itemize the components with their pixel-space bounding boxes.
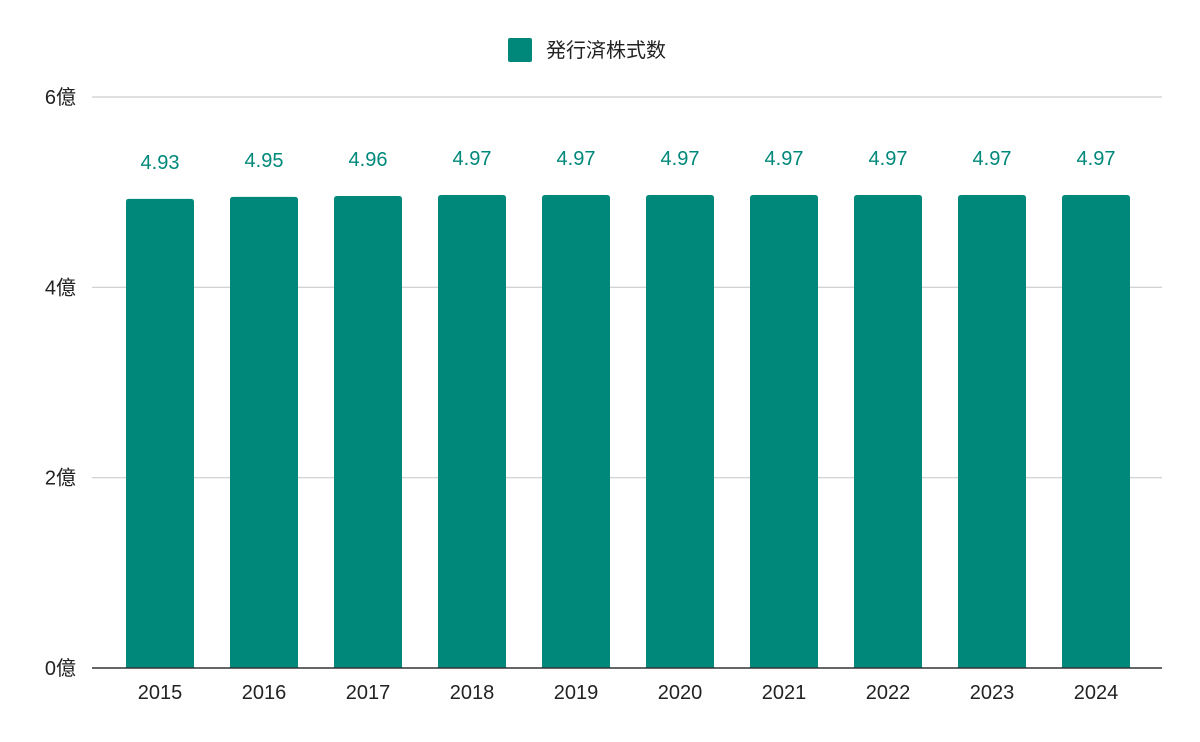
bar [230, 196, 298, 669]
y-tick-label: 6億 [45, 86, 76, 109]
bar [542, 195, 610, 668]
bar-value-label: 4.95 [245, 150, 284, 172]
legend: 発行済株式数 [508, 38, 666, 62]
x-tick-label: 2018 [450, 682, 495, 704]
bar [334, 195, 402, 668]
x-tick-label: 2015 [138, 682, 183, 704]
bar-value-label: 4.97 [765, 148, 804, 170]
bars [126, 195, 1130, 669]
x-tick-label: 2022 [866, 682, 911, 704]
bar [646, 195, 714, 668]
data-labels: 4.93 4.95 4.96 4.97 4.97 4.97 4.97 4.97 4.97 4.97 [141, 148, 1116, 174]
x-tick-label: 2019 [554, 682, 599, 704]
x-tick-label: 2017 [346, 682, 391, 704]
x-tick-label: 2024 [1074, 682, 1119, 704]
bar [126, 198, 194, 668]
bar-value-label: 4.97 [869, 148, 908, 170]
bar-value-label: 4.97 [661, 148, 700, 170]
y-tick-label: 2億 [45, 467, 76, 490]
bar-value-label: 4.97 [973, 148, 1012, 170]
y-axis-labels: 0億 2億 4億 6億 [45, 86, 76, 680]
bar [1062, 195, 1130, 668]
bar [854, 195, 922, 668]
x-tick-label: 2016 [242, 682, 287, 704]
bar [750, 195, 818, 668]
x-tick-label: 2023 [970, 682, 1015, 704]
bar [958, 195, 1026, 668]
bar-value-label: 4.97 [557, 148, 596, 170]
bar [438, 195, 506, 668]
x-axis-labels: 2015 2016 2017 2018 2019 2020 2021 2022 2023 2024 [138, 682, 1119, 704]
bar-value-label: 4.93 [141, 152, 180, 174]
x-tick-label: 2021 [762, 682, 807, 704]
bar-value-label: 4.97 [453, 148, 492, 170]
legend-swatch [508, 38, 532, 62]
y-tick-label: 0億 [45, 657, 76, 680]
legend-label: 発行済株式数 [546, 39, 666, 62]
bar-value-label: 4.97 [1077, 148, 1116, 170]
x-tick-label: 2020 [658, 682, 703, 704]
bar-value-label: 4.96 [349, 149, 388, 171]
y-tick-label: 4億 [45, 276, 76, 299]
